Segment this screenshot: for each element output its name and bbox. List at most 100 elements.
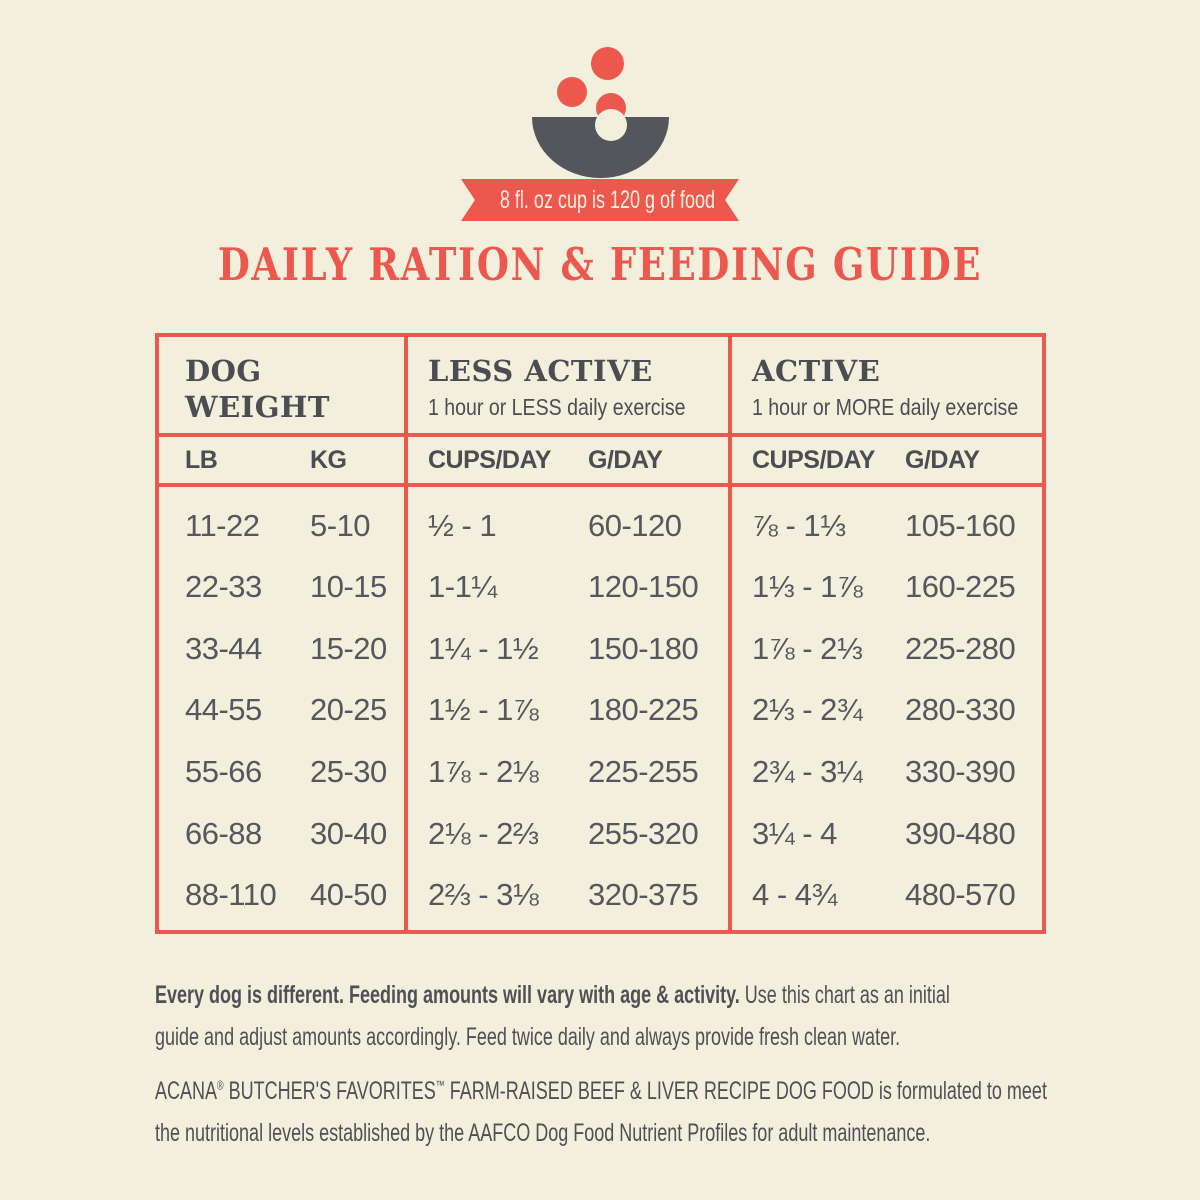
table-cell: 88-110 <box>185 877 277 913</box>
column-header-kg: KG <box>310 445 347 474</box>
note-regular-text: Use this chart as an initial <box>739 981 950 1009</box>
note-regular-text: FARM-RAISED BEEF & LIVER RECIPE DOG FOOD… <box>444 1077 1047 1105</box>
column-header-g-day: G/DAY <box>905 445 980 474</box>
page-title: DAILY RATION & FEEDING GUIDE <box>217 238 983 291</box>
table-row: 11-22 5-10 <box>159 508 404 544</box>
table-row: 55-66 25-30 <box>159 754 404 790</box>
kibble-dot-icon <box>557 77 587 107</box>
table-row: ½ - 1 60-120 <box>408 508 728 544</box>
table-cell: 1½ - 1⅞ <box>428 692 539 728</box>
table-cell: 66-88 <box>185 815 262 851</box>
table-cell: 180-225 <box>588 692 699 728</box>
group-subtitle: 1 hour or MORE daily exercise <box>752 394 1019 421</box>
table-row: 66-88 30-40 <box>159 816 404 852</box>
note-line: ACANA® BUTCHER'S FAVORITES™ FARM-RAISED … <box>155 1070 1047 1112</box>
table-row: 1-1¼ 120-150 <box>408 569 728 605</box>
cup-measure-ribbon: 8 fl. oz cup is 120 g of food <box>461 179 739 221</box>
table-cell: 2¾ - 3¼ <box>752 754 863 790</box>
ribbon-text: 8 fl. oz cup is 120 g of food <box>499 186 716 214</box>
table-row: 22-33 10-15 <box>159 569 404 605</box>
feeding-disclaimer-note: Every dog is different. Feeding amounts … <box>155 974 950 1058</box>
table-cell: 25-30 <box>310 754 387 790</box>
table-cell: 105-160 <box>905 507 1016 543</box>
column-group-less-active: LESS ACTIVE 1 hour or LESS daily exercis… <box>404 337 728 930</box>
table-cell: 280-330 <box>905 692 1016 728</box>
rows-less-active: ½ - 1 60-120 1-1¼ 120-150 1¼ - 1½ 150-180 1½ -… <box>408 487 728 930</box>
table-row: 2⅔ - 3⅛ 320-375 <box>408 877 728 913</box>
trademark-mark: ™ <box>435 1078 445 1093</box>
group-header: ACTIVE 1 hour or MORE daily exercise <box>732 337 1042 437</box>
table-row: 1⅞ - 2⅛ 225-255 <box>408 754 728 790</box>
aafco-statement-note: ACANA® BUTCHER'S FAVORITES™ FARM-RAISED … <box>155 1070 1047 1154</box>
group-subtitle: 1 hour or LESS daily exercise <box>428 394 686 421</box>
table-cell: 3¼ - 4 <box>752 815 837 851</box>
table-cell: 30-40 <box>310 815 387 851</box>
table-row: 1½ - 1⅞ 180-225 <box>408 692 728 728</box>
table-cell: 2⅛ - 2⅔ <box>428 815 539 851</box>
table-row: 2⅓ - 2¾ 280-330 <box>732 692 1042 728</box>
brand-name: ACANA <box>155 1077 218 1105</box>
table-cell: 1⅓ - 1⅞ <box>752 569 863 605</box>
rows-dog-weight: 11-22 5-10 22-33 10-15 33-44 15-20 44-55 20-25 5… <box>159 487 404 930</box>
table-row: 33-44 15-20 <box>159 631 404 667</box>
subheader-row: CUPS/DAY G/DAY <box>408 437 728 487</box>
table-row: 1⅓ - 1⅞ 160-225 <box>732 569 1042 605</box>
table-cell: 22-33 <box>185 569 262 605</box>
table-row: 44-55 20-25 <box>159 692 404 728</box>
registered-mark: ® <box>217 1078 224 1093</box>
table-cell: 1-1¼ <box>428 569 497 605</box>
rows-active: ⅞ - 1⅓ 105-160 1⅓ - 1⅞ 160-225 1⅞ - 2⅓ 225-28… <box>732 487 1042 930</box>
feeding-guide-table: DOG WEIGHT LB KG 11-22 5-10 22-33 10-15 33-4… <box>155 333 1046 934</box>
note-line: Every dog is different. Feeding amounts … <box>155 974 950 1016</box>
dog-food-bowl-icon <box>0 0 1200 240</box>
table-cell: 2⅔ - 3⅛ <box>428 877 539 913</box>
table-row: ⅞ - 1⅓ 105-160 <box>732 508 1042 544</box>
table-row: 3¼ - 4 390-480 <box>732 816 1042 852</box>
table-cell: 15-20 <box>310 630 387 666</box>
table-cell: 55-66 <box>185 754 262 790</box>
table-cell: 255-320 <box>588 815 699 851</box>
group-title: ACTIVE <box>752 354 881 388</box>
subheader-row: LB KG <box>159 437 404 487</box>
table-cell: 1¼ - 1½ <box>428 630 539 666</box>
note-bold-text: Every dog is different. Feeding amounts … <box>155 981 740 1009</box>
table-cell: 150-180 <box>588 630 699 666</box>
table-cell: 20-25 <box>310 692 387 728</box>
column-header-lb: LB <box>185 445 218 474</box>
table-cell: 4 - 4¾ <box>752 877 837 913</box>
table-row: 2⅛ - 2⅔ 255-320 <box>408 816 728 852</box>
table-cell: ⅞ - 1⅓ <box>752 507 846 543</box>
table-cell: 2⅓ - 2¾ <box>752 692 863 728</box>
table-cell: 1⅞ - 2⅛ <box>428 754 539 790</box>
table-row: 1¼ - 1½ 150-180 <box>408 631 728 667</box>
table-cell: 225-280 <box>905 630 1016 666</box>
table-cell: 320-375 <box>588 877 699 913</box>
table-cell: 40-50 <box>310 877 387 913</box>
note-line: guide and adjust amounts accordingly. Fe… <box>155 1023 901 1051</box>
table-cell: 160-225 <box>905 569 1016 605</box>
group-title: DOG WEIGHT <box>185 354 330 425</box>
table-cell: 60-120 <box>588 507 682 543</box>
column-header-g-day: G/DAY <box>588 445 663 474</box>
table-row: 1⅞ - 2⅓ 225-280 <box>732 631 1042 667</box>
table-cell: 1⅞ - 2⅓ <box>752 630 863 666</box>
brand-name-2: BUTCHER'S FAVORITES <box>223 1077 436 1105</box>
table-cell: 390-480 <box>905 815 1016 851</box>
table-cell: ½ - 1 <box>428 507 497 543</box>
column-group-dog-weight: DOG WEIGHT LB KG 11-22 5-10 22-33 10-15 33-4… <box>159 337 404 930</box>
subheader-row: CUPS/DAY G/DAY <box>732 437 1042 487</box>
table-cell: 10-15 <box>310 569 387 605</box>
table-cell: 11-22 <box>185 507 260 543</box>
table-cell: 480-570 <box>905 877 1016 913</box>
group-header: DOG WEIGHT <box>159 337 404 437</box>
table-cell: 225-255 <box>588 754 699 790</box>
column-header-cups-day: CUPS/DAY <box>752 445 875 474</box>
table-row: 4 - 4¾ 480-570 <box>732 877 1042 913</box>
table-cell: 120-150 <box>588 569 699 605</box>
table-row: 2¾ - 3¼ 330-390 <box>732 754 1042 790</box>
group-title: LESS ACTIVE <box>428 354 653 388</box>
table-cell: 44-55 <box>185 692 262 728</box>
column-header-cups-day: CUPS/DAY <box>428 445 551 474</box>
kibble-dot-icon <box>591 47 624 80</box>
group-header: LESS ACTIVE 1 hour or LESS daily exercis… <box>408 337 728 437</box>
